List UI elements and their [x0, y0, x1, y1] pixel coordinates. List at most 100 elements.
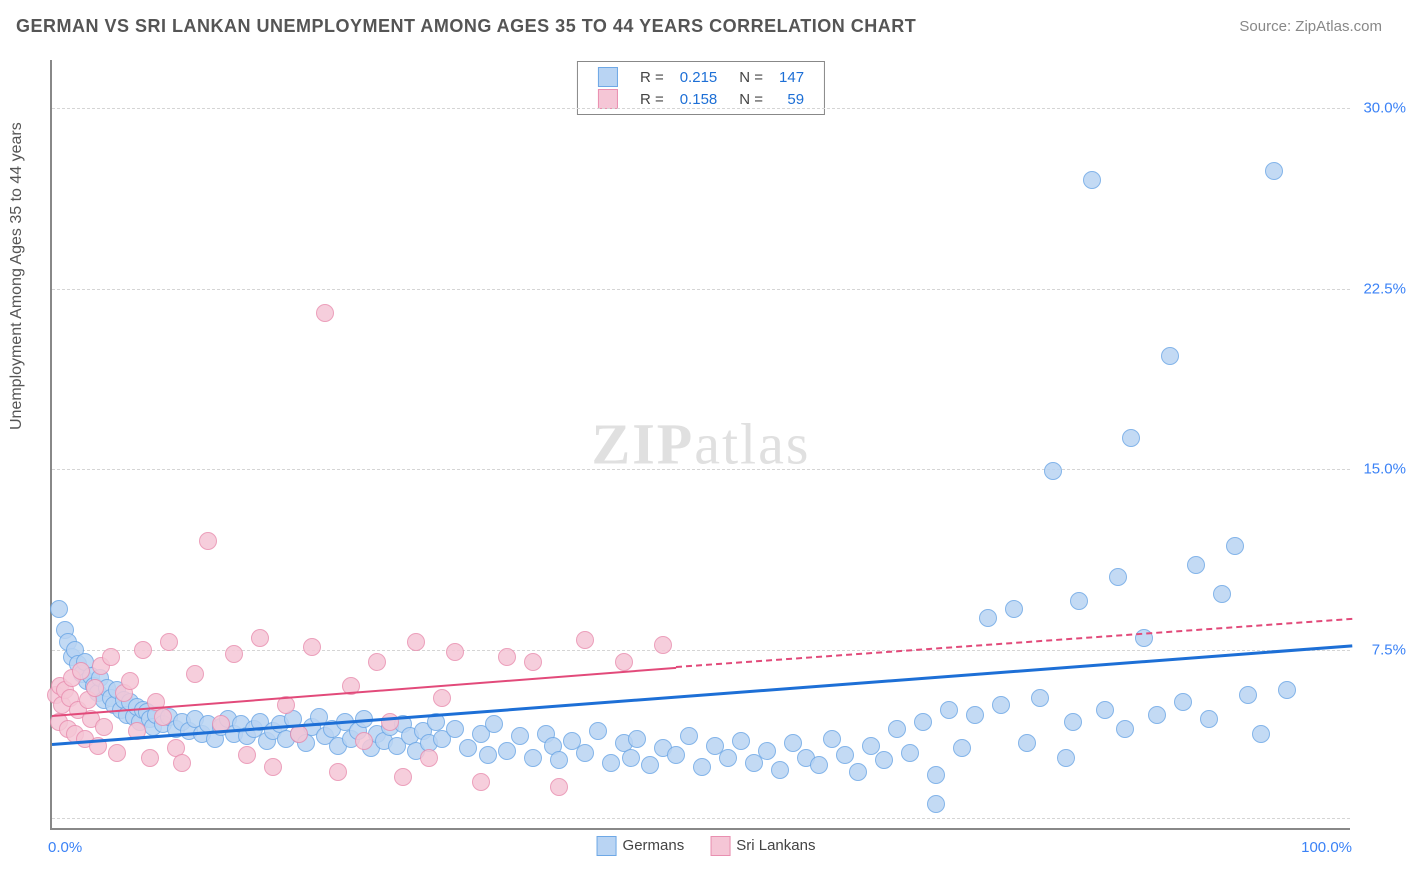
- legend-label: Sri Lankans: [736, 837, 815, 854]
- data-point: [719, 749, 737, 767]
- data-point: [134, 641, 152, 659]
- y-tick-label: 30.0%: [1363, 100, 1406, 117]
- scatter-plot-area: ZIPatlas R =0.215N =147R =0.158N =59 Ger…: [50, 60, 1350, 830]
- series-legend: Germans Sri Lankans: [579, 836, 824, 856]
- gridline: [52, 469, 1350, 470]
- y-tick-label: 22.5%: [1363, 280, 1406, 297]
- data-point: [654, 636, 672, 654]
- data-point: [121, 672, 139, 690]
- data-point: [550, 751, 568, 769]
- trend-line: [676, 618, 1352, 668]
- data-point: [1174, 693, 1192, 711]
- data-point: [173, 754, 191, 772]
- data-point: [1057, 749, 1075, 767]
- data-point: [154, 708, 172, 726]
- data-point: [927, 766, 945, 784]
- data-point: [251, 629, 269, 647]
- data-point: [446, 643, 464, 661]
- data-point: [849, 763, 867, 781]
- data-point: [1122, 429, 1140, 447]
- data-point: [355, 732, 373, 750]
- data-point: [95, 718, 113, 736]
- data-point: [141, 749, 159, 767]
- data-point: [823, 730, 841, 748]
- data-point: [862, 737, 880, 755]
- data-point: [1109, 568, 1127, 586]
- data-point: [836, 746, 854, 764]
- data-point: [1018, 734, 1036, 752]
- data-point: [1070, 592, 1088, 610]
- data-point: [1148, 706, 1166, 724]
- data-point: [1187, 556, 1205, 574]
- data-point: [199, 532, 217, 550]
- data-point: [914, 713, 932, 731]
- gridline: [52, 108, 1350, 109]
- data-point: [966, 706, 984, 724]
- data-point: [641, 756, 659, 774]
- data-point: [784, 734, 802, 752]
- chart-title: GERMAN VS SRI LANKAN UNEMPLOYMENT AMONG …: [16, 16, 916, 37]
- y-tick-label: 15.0%: [1363, 461, 1406, 478]
- data-point: [160, 633, 178, 651]
- data-point: [758, 742, 776, 760]
- source-attribution: Source: ZipAtlas.com: [1239, 18, 1382, 35]
- data-point: [1044, 462, 1062, 480]
- data-point: [498, 648, 516, 666]
- data-point: [1116, 720, 1134, 738]
- data-point: [108, 744, 126, 762]
- data-point: [1265, 162, 1283, 180]
- data-point: [1161, 347, 1179, 365]
- gridline: [52, 818, 1350, 819]
- gridline: [52, 289, 1350, 290]
- data-point: [1213, 585, 1231, 603]
- data-point: [264, 758, 282, 776]
- data-point: [810, 756, 828, 774]
- data-point: [498, 742, 516, 760]
- watermark: ZIPatlas: [592, 411, 811, 478]
- data-point: [1278, 681, 1296, 699]
- data-point: [979, 609, 997, 627]
- data-point: [485, 715, 503, 733]
- data-point: [1064, 713, 1082, 731]
- data-point: [680, 727, 698, 745]
- data-point: [732, 732, 750, 750]
- data-point: [225, 645, 243, 663]
- data-point: [667, 746, 685, 764]
- data-point: [459, 739, 477, 757]
- data-point: [940, 701, 958, 719]
- data-point: [622, 749, 640, 767]
- data-point: [381, 713, 399, 731]
- data-point: [576, 631, 594, 649]
- source-link[interactable]: ZipAtlas.com: [1295, 18, 1382, 35]
- trend-line: [52, 645, 1352, 747]
- data-point: [102, 648, 120, 666]
- data-point: [576, 744, 594, 762]
- data-point: [238, 746, 256, 764]
- legend-label: Germans: [623, 837, 685, 854]
- data-point: [420, 749, 438, 767]
- stats-legend-row: R =0.158N =59: [590, 88, 812, 110]
- data-point: [329, 763, 347, 781]
- y-tick-label: 7.5%: [1372, 641, 1406, 658]
- data-point: [589, 722, 607, 740]
- y-axis-label: Unemployment Among Ages 35 to 44 years: [8, 122, 26, 430]
- data-point: [1031, 689, 1049, 707]
- data-point: [693, 758, 711, 776]
- data-point: [1252, 725, 1270, 743]
- data-point: [86, 679, 104, 697]
- data-point: [472, 773, 490, 791]
- data-point: [1226, 537, 1244, 555]
- data-point: [888, 720, 906, 738]
- data-point: [628, 730, 646, 748]
- data-point: [1083, 171, 1101, 189]
- data-point: [186, 665, 204, 683]
- legend-swatch: [710, 836, 730, 856]
- data-point: [433, 689, 451, 707]
- data-point: [1096, 701, 1114, 719]
- x-tick-label: 0.0%: [48, 839, 82, 856]
- legend-swatch: [597, 836, 617, 856]
- gridline: [52, 650, 1350, 651]
- data-point: [368, 653, 386, 671]
- x-tick-label: 100.0%: [1301, 839, 1352, 856]
- data-point: [615, 653, 633, 671]
